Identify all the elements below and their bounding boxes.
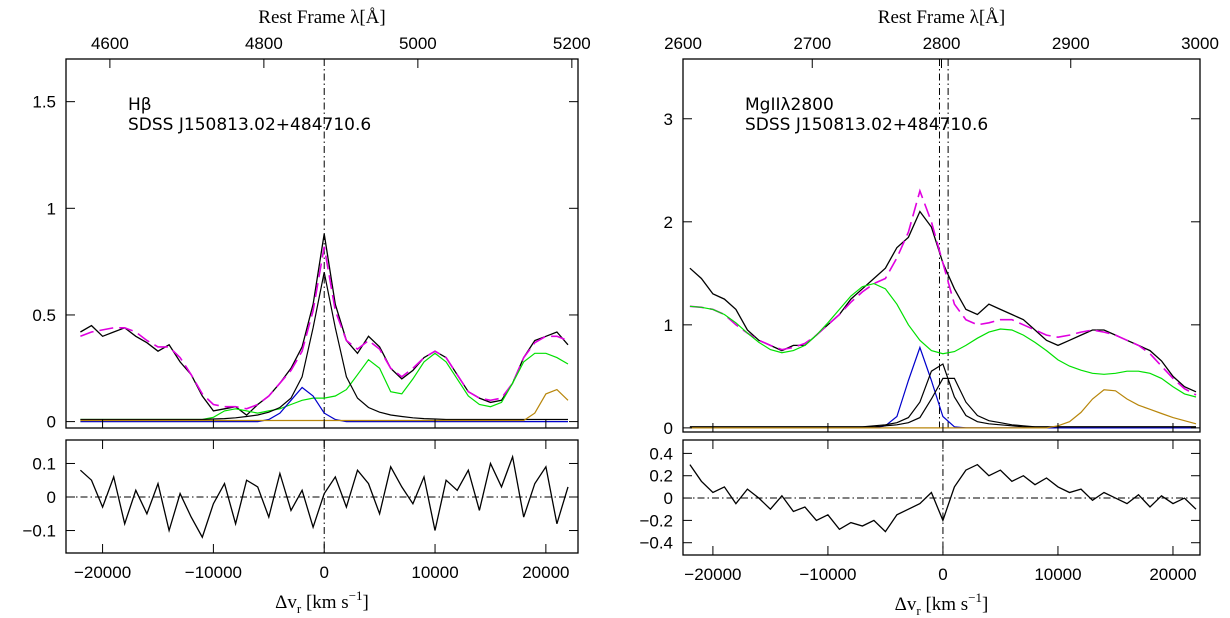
x-axis-label-part: −1: [968, 590, 982, 605]
x2-tick-label: 3000: [1181, 34, 1219, 53]
x2-tick-label: 2600: [664, 34, 702, 53]
y-tick-label: 1.5: [32, 93, 56, 112]
series-line: [80, 246, 569, 410]
series-line: [689, 377, 1196, 428]
x-tick-label: 0: [319, 563, 328, 582]
x-tick-label: −20000: [684, 565, 741, 584]
series-line: [79, 454, 569, 539]
series-line: [689, 345, 1196, 429]
y-tick-label: 0.5: [32, 306, 56, 325]
x-tick-label: 10000: [411, 563, 458, 582]
x2-tick-label: 4800: [245, 34, 283, 53]
series-line: [689, 389, 1197, 429]
x-tick-label: −10000: [799, 565, 856, 584]
y-tick-label: 0.1: [32, 454, 56, 473]
series-line: [80, 272, 568, 421]
y-tick-label: 0: [664, 489, 673, 508]
plot-area: [66, 440, 578, 553]
plot-area: [80, 59, 569, 428]
x-tick-label: 20000: [522, 563, 569, 582]
y-tick-label: −0.1: [22, 522, 56, 541]
x-tick-label: −20000: [74, 563, 131, 582]
series-line: [80, 233, 569, 417]
series-line: [80, 386, 568, 423]
x-axis-label-part: r: [916, 603, 921, 618]
x-axis-label-part: ]: [363, 592, 369, 613]
y-tick-label: 0: [47, 488, 56, 507]
x2-tick-label: 4600: [91, 34, 129, 53]
x-tick-label: 0: [938, 565, 947, 584]
y-tick-label: −0.4: [639, 534, 673, 553]
x2-axis-label: Rest Frame λ[Å]: [878, 7, 1005, 28]
x2-tick-label: 2700: [793, 34, 831, 53]
x-axis-label: Δvr [km s−1]: [895, 590, 989, 618]
x2-axis-label: Rest Frame λ[Å]: [258, 7, 385, 28]
x2-tick-label: 5000: [399, 34, 437, 53]
y-tick-label: 3: [664, 110, 673, 129]
axes-frame: [65, 439, 579, 554]
x-tick-label: −10000: [185, 563, 242, 582]
x2-tick-label: 2800: [923, 34, 961, 53]
annotation: Hβ: [128, 95, 152, 115]
x2-tick-label: 5200: [553, 34, 591, 53]
x-tick-label: 10000: [1034, 565, 1081, 584]
plot-area: [683, 440, 1200, 555]
series-line: [689, 463, 1197, 533]
x-axis-label-part: ]: [982, 594, 988, 615]
annotation: SDSS J150813.02+484710.6: [745, 115, 988, 135]
axes-frame: [65, 58, 579, 429]
x-axis-label: Δvr [km s−1]: [275, 588, 369, 616]
x-axis-label-part: r: [297, 601, 302, 616]
y-tick-label: 0: [664, 419, 673, 438]
annotation: SDSS J150813.02+484710.6: [128, 115, 371, 135]
y-tick-label: 1: [47, 199, 56, 218]
x-axis-label-part: [km s: [301, 592, 349, 613]
series-line: [689, 363, 1196, 428]
x-axis-label-part: Δv: [275, 592, 297, 613]
x-tick-label: 20000: [1149, 565, 1196, 584]
y-tick-label: −0.2: [639, 511, 673, 530]
y-tick-label: 2: [664, 213, 673, 232]
x2-tick-label: 2900: [1052, 34, 1090, 53]
series-line: [689, 282, 1197, 398]
axes-frame: [682, 439, 1201, 556]
y-tick-label: 0.4: [649, 444, 673, 463]
x-axis-label-part: −1: [349, 588, 363, 603]
y-tick-label: 0: [47, 413, 56, 432]
x-axis-label-part: Δv: [895, 594, 917, 615]
y-tick-label: 1: [664, 316, 673, 335]
x-axis-label-part: [km s: [921, 594, 969, 615]
series-line: [689, 188, 1197, 396]
y-tick-label: 0.2: [649, 467, 673, 486]
annotation: MgIIλ2800: [745, 95, 834, 115]
